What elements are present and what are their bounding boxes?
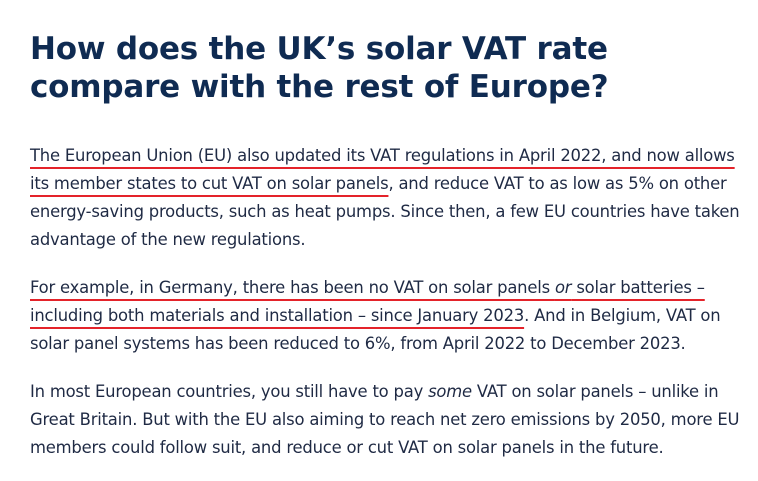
section-heading: How does the UK’s solar VAT rate compare… xyxy=(30,31,609,105)
emphasis-text: or xyxy=(554,278,572,297)
highlighted-text-part: For example, in Germany, there has been … xyxy=(30,278,555,297)
paragraph-text: VAT on solar panels – unlike in Great Br… xyxy=(30,382,740,457)
highlighted-text: The European Union (EU) also updated its… xyxy=(30,146,735,193)
paragraph-text: . And in Belgium, VAT on solar panel sys… xyxy=(30,306,721,353)
highlighted-text: For example, in Germany, there has been … xyxy=(30,278,705,325)
paragraph-text: In most European countries, you still ha… xyxy=(30,382,429,401)
paragraph-eu-regulations: The European Union (EU) also updated its… xyxy=(30,142,745,254)
emphasis-text: some xyxy=(428,382,472,401)
highlighted-text-part: solar batteries – including both materia… xyxy=(30,278,705,325)
paragraph-germany-example: For example, in Germany, there has been … xyxy=(30,274,745,358)
article-section: How does the UK’s solar VAT rate compare… xyxy=(30,30,745,462)
paragraph-text: , and reduce VAT to as low as 5% on othe… xyxy=(30,174,740,249)
paragraph-europe-outlook: In most European countries, you still ha… xyxy=(30,378,745,462)
